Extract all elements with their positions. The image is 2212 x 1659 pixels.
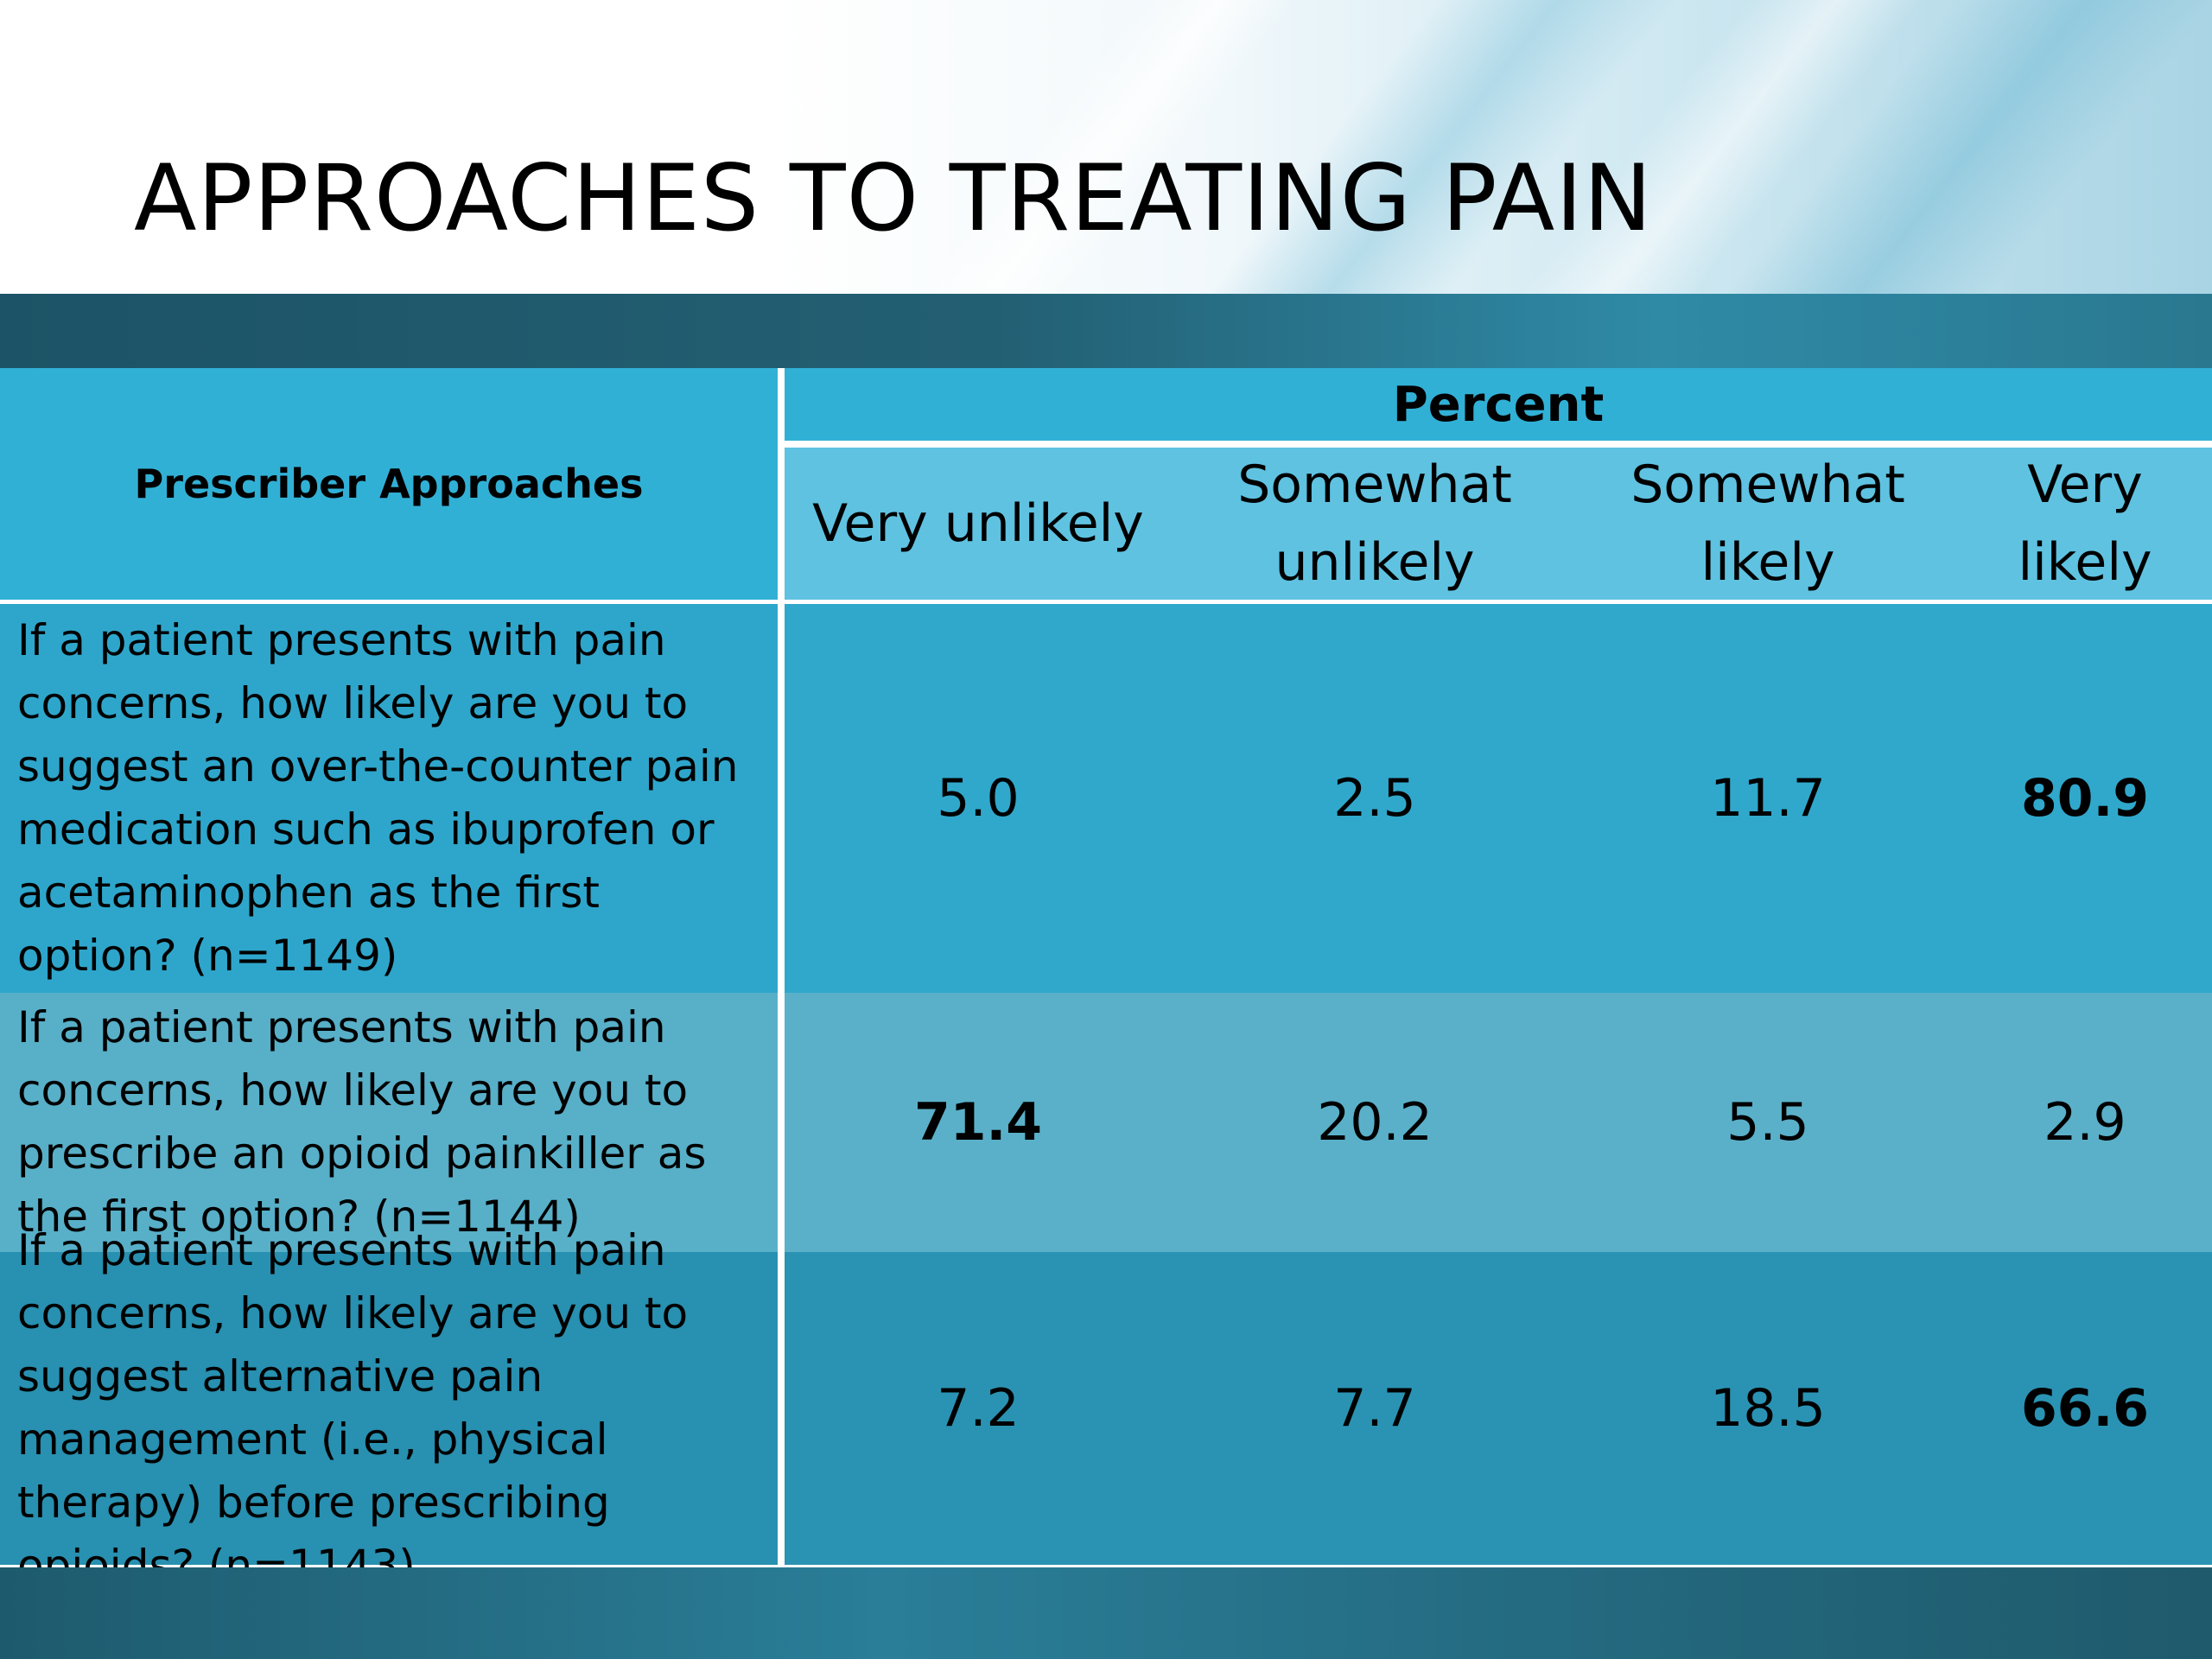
- table-cell: 2.5: [1172, 604, 1578, 993]
- row-header: Prescriber Approaches: [0, 368, 778, 600]
- column-header-line: Somewhat: [1237, 454, 1512, 515]
- column-header-line: Somewhat: [1630, 454, 1905, 515]
- table-cell-highlight: 71.4: [785, 993, 1172, 1252]
- column-header-line: likely: [2018, 532, 2152, 593]
- row-label: If a patient presents with pain concerns…: [0, 993, 778, 1252]
- table-cell: 2.9: [1958, 993, 2212, 1252]
- column-header-somewhat-likely: Somewhat likely: [1578, 448, 1958, 600]
- table-cell: 7.7: [1172, 1252, 1578, 1565]
- column-header-line: unlikely: [1274, 532, 1475, 593]
- column-header-very-unlikely: Very unlikely: [785, 448, 1172, 600]
- table-cell-highlight: 80.9: [1958, 604, 2212, 993]
- title-area: APPROACHES TO TREATING PAIN: [0, 0, 2212, 294]
- column-header-very-likely: Very likely: [1958, 448, 2212, 600]
- slide-title: APPROACHES TO TREATING PAIN: [134, 145, 1653, 251]
- table-cell: 11.7: [1578, 604, 1958, 993]
- survey-table: Prescriber Approaches Percent Very unlik…: [0, 368, 2212, 1591]
- row-label: If a patient presents with pain concerns…: [0, 604, 778, 993]
- column-header-somewhat-unlikely: Somewhat unlikely: [1172, 448, 1578, 600]
- column-header-line: Very: [2027, 454, 2143, 515]
- decorative-band-top: [0, 294, 2212, 370]
- column-header-line: Very unlikely: [812, 493, 1144, 554]
- group-header-percent: Percent: [785, 368, 2212, 441]
- table-cell: 7.2: [785, 1252, 1172, 1565]
- column-header-line: likely: [1700, 532, 1835, 593]
- table-cell: 18.5: [1578, 1252, 1958, 1565]
- decorative-band-bottom: [0, 1567, 2212, 1659]
- table-cell: 5.0: [785, 604, 1172, 993]
- table-cell-highlight: 66.6: [1958, 1252, 2212, 1565]
- table-cell: 20.2: [1172, 993, 1578, 1252]
- row-label: If a patient presents with pain concerns…: [0, 1225, 778, 1591]
- table-cell: 5.5: [1578, 993, 1958, 1252]
